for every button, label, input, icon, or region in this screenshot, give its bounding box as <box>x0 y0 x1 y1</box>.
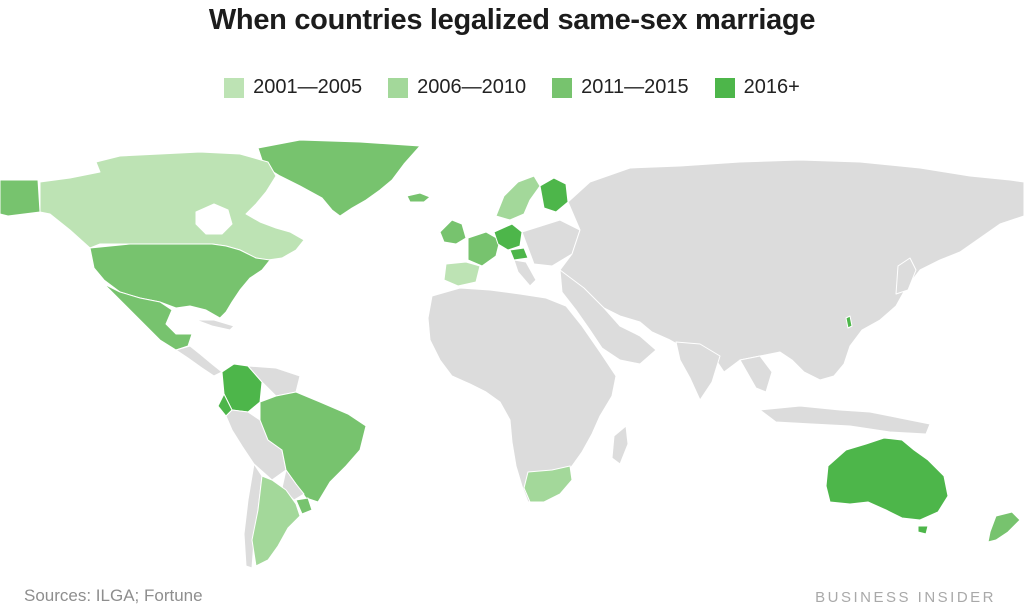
region-cuba <box>195 319 235 331</box>
region-india <box>675 341 721 401</box>
region-taiwan <box>845 315 853 329</box>
region-austria <box>509 247 529 261</box>
region-mexico <box>103 283 193 351</box>
legend-label-2001-2005: 2001—2005 <box>253 76 363 98</box>
legend: 2001—2005 2006—2010 2011—2015 2016+ <box>0 76 1024 99</box>
region-uk-ireland <box>439 219 467 245</box>
region-spain <box>443 261 481 287</box>
region-hudson-bay <box>195 203 233 235</box>
region-uruguay <box>295 497 313 515</box>
credit-logo: BUSINESS INSIDER <box>815 589 996 606</box>
region-russia-asia <box>559 159 1024 381</box>
legend-swatch-2011-2015 <box>552 77 573 98</box>
legend-item-2011-2015: 2011—2015 <box>552 76 689 99</box>
source-note: Sources: ILGA; Fortune <box>24 586 203 605</box>
legend-swatch-2016-plus <box>714 77 735 98</box>
region-southeast-asia <box>739 355 773 393</box>
legend-swatch-2001-2005 <box>224 77 245 98</box>
region-finland <box>539 177 569 213</box>
region-central-america <box>175 345 223 377</box>
region-norway-sweden <box>495 175 541 221</box>
region-australia <box>825 437 949 521</box>
legend-label-2011-2015: 2011—2015 <box>581 76 689 98</box>
legend-label-2016-plus: 2016+ <box>743 76 800 98</box>
region-new-zealand <box>987 511 1021 543</box>
legend-swatch-2006-2010 <box>388 77 409 98</box>
world-map <box>0 139 1024 569</box>
region-italy <box>513 259 537 287</box>
map-title: When countries legalized same-sex marria… <box>208 4 816 36</box>
region-greenland <box>257 139 421 217</box>
legend-item-2006-2010: 2006—2010 <box>388 76 526 99</box>
region-indonesia <box>759 405 931 435</box>
region-brazil <box>259 391 367 503</box>
legend-item-2001-2005: 2001—2005 <box>224 76 362 99</box>
region-canada <box>39 151 305 261</box>
region-germany <box>493 223 523 251</box>
region-usa <box>89 243 271 319</box>
region-south-africa <box>523 465 573 503</box>
region-argentina <box>251 475 301 567</box>
region-alaska <box>0 179 41 217</box>
legend-label-2006-2010: 2006—2010 <box>417 76 527 98</box>
region-tasmania <box>917 525 929 535</box>
region-madagascar <box>611 425 629 465</box>
region-eastern-europe <box>521 219 581 267</box>
region-iceland <box>406 192 431 203</box>
region-japan <box>895 257 917 295</box>
region-france <box>467 231 501 267</box>
legend-item-2016-plus: 2016+ <box>714 76 800 99</box>
region-middle-east <box>559 269 657 365</box>
